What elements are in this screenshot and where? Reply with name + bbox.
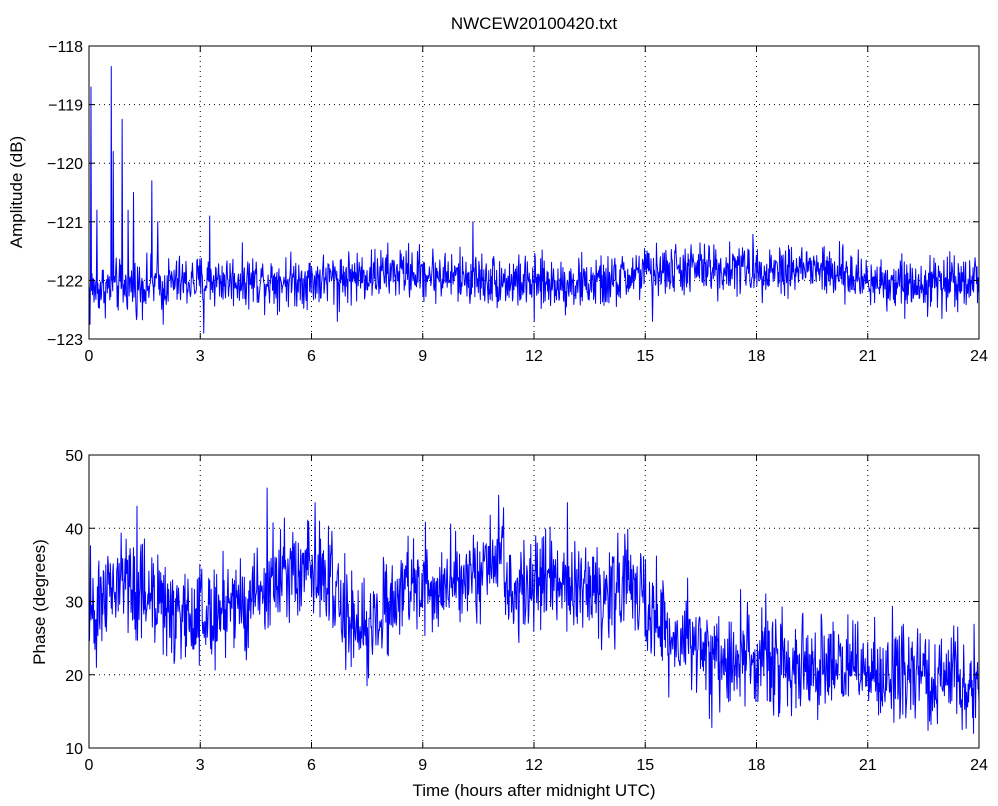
amplitude-series-line [88, 66, 980, 334]
phase-x-tick-label-6: 18 [748, 757, 766, 774]
amplitude-x-tick-labels: 0 3 6 9 12 15 18 21 24 [85, 348, 988, 365]
amplitude-ticks [88, 45, 980, 340]
amplitude-x-tick-label-8: 24 [970, 348, 988, 365]
amplitude-y-tick-label-1: −122 [47, 273, 83, 290]
amplitude-x-tick-label-1: 3 [196, 348, 205, 365]
amplitude-y-tick-label-5: −118 [48, 39, 83, 56]
phase-x-tick-label-3: 9 [418, 757, 427, 774]
amplitude-x-tick-label-4: 12 [525, 348, 543, 365]
phase-y-tick-label-4: 50 [65, 448, 83, 465]
phase-x-tick-labels: 0 3 6 9 12 15 18 21 24 [85, 757, 988, 774]
amplitude-y-tick-label-3: −120 [47, 156, 83, 173]
phase-x-tick-label-8: 24 [970, 757, 988, 774]
phase-y-tick-label-2: 30 [65, 595, 83, 612]
phase-x-tick-label-5: 15 [636, 757, 654, 774]
phase-x-tick-label-7: 21 [859, 757, 877, 774]
phase-chart: 0 3 6 9 12 15 18 21 24 10 20 30 40 50 Time (hours af… [30, 448, 988, 800]
phase-x-tick-label-1: 3 [196, 757, 205, 774]
phase-series-line [88, 487, 980, 734]
phase-ticks [88, 454, 980, 749]
phase-y-axis-label: Phase (degrees) [30, 539, 49, 665]
phase-trace-group [88, 487, 980, 734]
phase-x-tick-label-0: 0 [85, 757, 94, 774]
amplitude-x-tick-label-6: 18 [748, 348, 766, 365]
amplitude-x-tick-label-2: 6 [307, 348, 316, 365]
phase-x-tick-label-4: 12 [525, 757, 543, 774]
amplitude-x-tick-label-5: 15 [636, 348, 654, 365]
amplitude-y-tick-label-4: −119 [48, 98, 83, 115]
amplitude-x-tick-label-0: 0 [85, 348, 94, 365]
phase-x-axis-label: Time (hours after midnight UTC) [412, 781, 655, 800]
phase-y-tick-label-3: 40 [65, 521, 83, 538]
amplitude-y-axis-label: Amplitude (dB) [7, 136, 26, 248]
amplitude-chart: 0 3 6 9 12 15 18 21 24 −123−122−121−120−119−118 … [7, 14, 988, 365]
amplitude-chart-title: NWCEW20100420.txt [451, 14, 618, 33]
amplitude-y-tick-labels: −123 −122 −121 −120 −119 −118 [47, 39, 83, 349]
phase-y-tick-label-0: 10 [65, 741, 83, 758]
amplitude-x-tick-label-7: 21 [859, 348, 877, 365]
amplitude-trace-group [88, 66, 980, 334]
phase-x-tick-label-2: 6 [307, 757, 316, 774]
amplitude-y-tick-label-2: −121 [47, 215, 83, 232]
amplitude-y-tick-label-0: −123 [47, 332, 83, 349]
amplitude-x-tick-label-3: 9 [418, 348, 427, 365]
phase-y-tick-label-1: 20 [65, 668, 83, 685]
phase-y-tick-labels: 10 20 30 40 50 [65, 448, 83, 758]
